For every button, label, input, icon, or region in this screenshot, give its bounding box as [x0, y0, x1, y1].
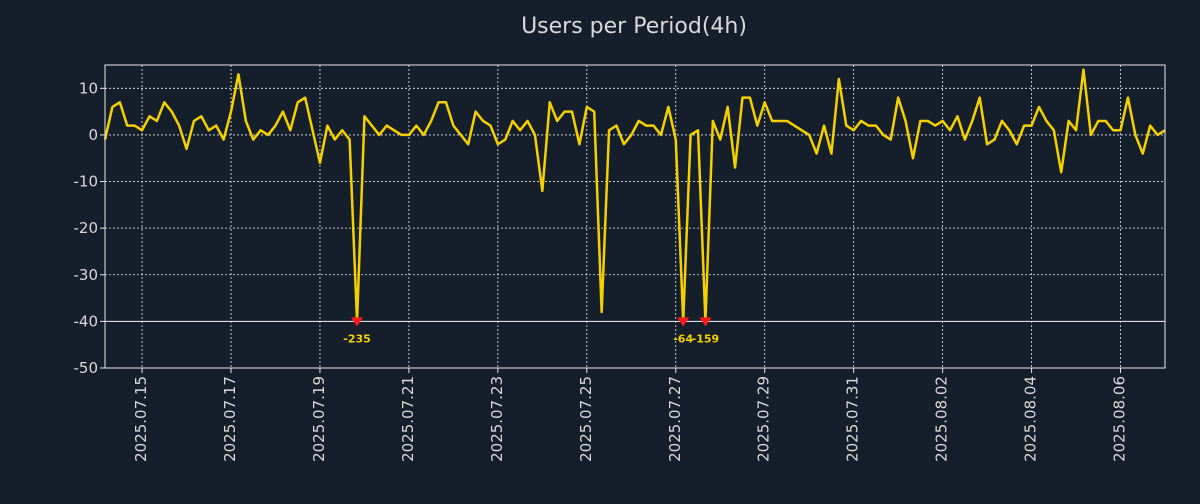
x-tick-label: 2025.07.29 — [755, 376, 773, 462]
x-tick-label: 2025.07.27 — [666, 376, 684, 462]
x-tick-label: 2025.07.25 — [577, 376, 595, 462]
y-tick-label: -10 — [74, 173, 99, 191]
outlier-marker — [699, 317, 712, 327]
x-tick-label: 2025.07.15 — [132, 376, 150, 462]
x-tick-label: 2025.08.06 — [1111, 376, 1129, 462]
x-tick-label: 2025.07.17 — [221, 376, 239, 462]
outlier-marker — [677, 317, 690, 327]
x-tick-label: 2025.07.23 — [488, 376, 506, 462]
x-tick-label: 2025.07.21 — [399, 376, 417, 462]
y-tick-label: -40 — [74, 312, 99, 330]
series-line — [103, 68, 1166, 323]
x-tick-label: 2025.08.02 — [933, 376, 951, 462]
outlier-label: -235 — [343, 332, 371, 345]
x-tick-label: 2025.08.04 — [1022, 376, 1040, 462]
outlier-marker — [351, 317, 364, 327]
x-tick-label: 2025.07.19 — [310, 376, 328, 462]
y-tick-label: -50 — [74, 359, 99, 377]
y-tick-label: -30 — [74, 266, 99, 284]
y-tick-label: 0 — [88, 126, 98, 144]
y-tick-label: 10 — [79, 79, 98, 97]
outlier-label: -64 — [673, 332, 693, 345]
chart-title: Users per Period(4h) — [521, 14, 747, 39]
axes-frame — [104, 64, 1166, 369]
outlier-label: -159 — [692, 332, 720, 345]
x-tick-label: 2025.07.31 — [844, 376, 862, 462]
y-tick-label: -20 — [74, 219, 99, 237]
